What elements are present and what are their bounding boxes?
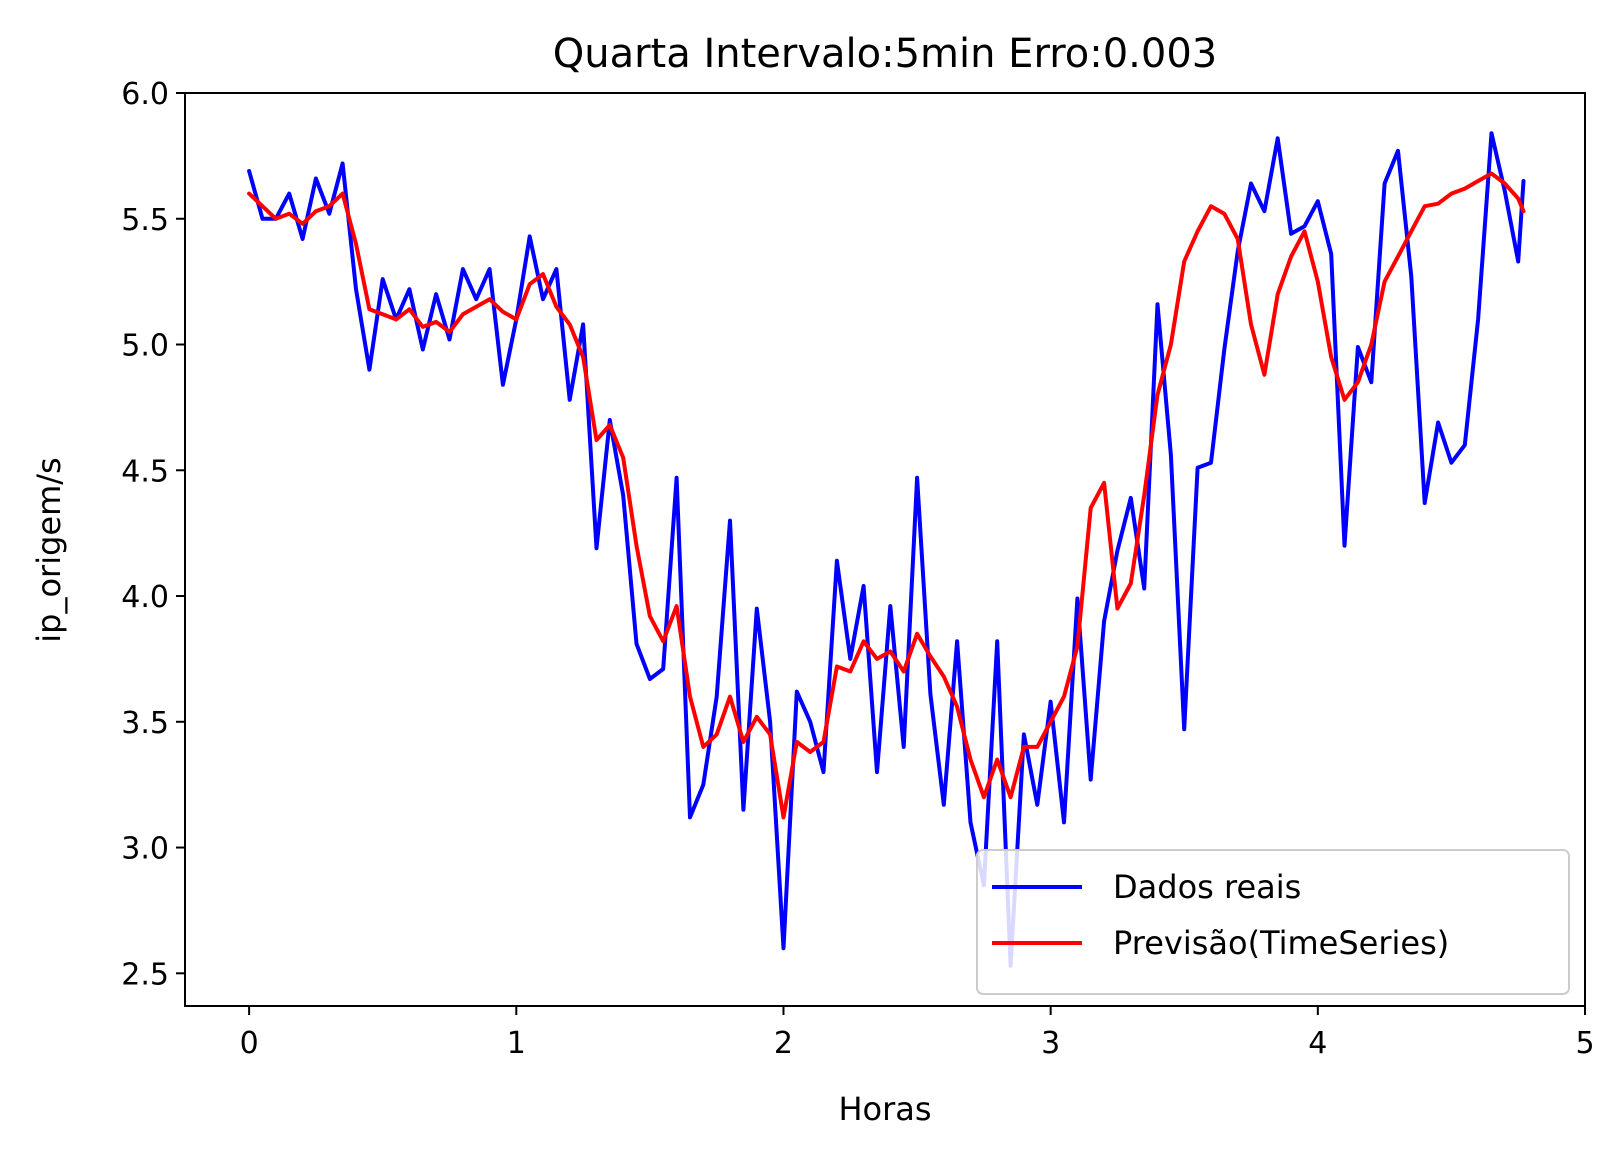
x-tick-label: 0 <box>240 1026 259 1061</box>
series-layer <box>247 131 1526 968</box>
legend-box <box>976 849 1570 995</box>
x-tick-label: 1 <box>507 1026 526 1061</box>
series-line-previsao <box>247 171 1526 820</box>
y-tick-label: 5.5 <box>121 203 169 238</box>
chart-title: Quarta Intervalo:5min Erro:0.003 <box>553 31 1217 77</box>
x-axis-label: Horas <box>838 1090 931 1128</box>
x-axis: 0 1 2 3 4 5 <box>240 1006 1595 1061</box>
y-tick-label: 2.5 <box>121 957 169 992</box>
y-axis: 2.5 3.0 3.5 4.0 4.5 5.0 5.5 6.0 <box>121 77 185 992</box>
legend-label-previsao: Previsão(TimeSeries) <box>1113 924 1449 962</box>
y-tick-label: 6.0 <box>121 77 169 112</box>
y-tick-label: 3.0 <box>121 832 169 867</box>
plot-area <box>247 131 1526 968</box>
y-tick-label: 3.5 <box>121 706 169 741</box>
x-tick-label: 4 <box>1308 1026 1327 1061</box>
x-tick-label: 3 <box>1041 1026 1060 1061</box>
legend: Dados reais Previsão(TimeSeries) <box>976 849 1570 995</box>
plot-frame <box>184 92 1586 1007</box>
y-tick-label: 4.0 <box>121 580 169 615</box>
x-tick-label: 2 <box>774 1026 793 1061</box>
y-tick-label: 5.0 <box>121 329 169 364</box>
legend-label-dados-reais: Dados reais <box>1113 868 1301 906</box>
y-axis-label: ip_origem/s <box>30 457 68 642</box>
series-line-dados-reais <box>247 131 1526 968</box>
x-tick-label: 5 <box>1575 1026 1594 1061</box>
y-tick-label: 4.5 <box>121 454 169 489</box>
